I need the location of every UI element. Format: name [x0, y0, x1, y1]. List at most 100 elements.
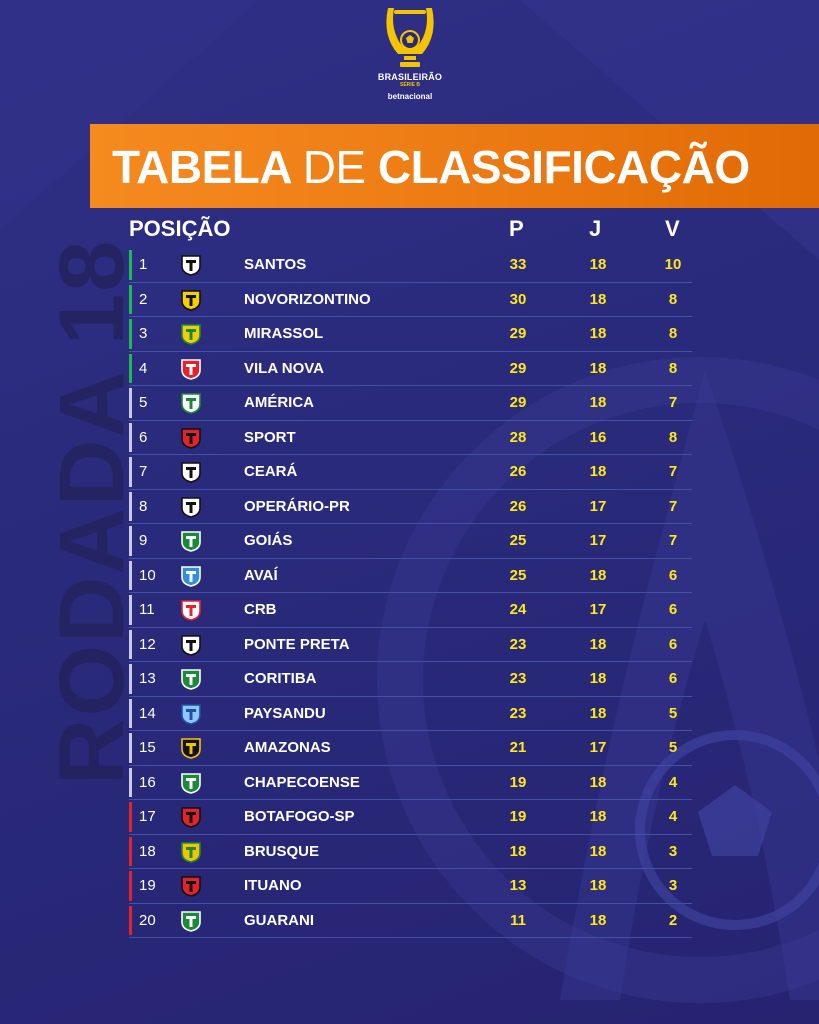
league-series: SÉRIE B	[399, 82, 420, 88]
table-row: 15 AMAZONAS 21 17 5	[129, 731, 692, 766]
team-wins: 8	[668, 325, 678, 342]
coritiba-crest-icon	[181, 669, 201, 690]
team-points: 11	[510, 911, 526, 929]
table-row: 16 CHAPECOENSE 19 18 4	[129, 766, 692, 800]
zone-indicator	[129, 560, 132, 590]
team-name: GOIÁS	[244, 532, 293, 549]
team-wins: 5	[668, 704, 678, 722]
team-games: 18	[589, 325, 607, 342]
column-header-games: J	[589, 216, 602, 241]
crb-crest-icon	[181, 600, 201, 621]
team-name: BRUSQUE	[244, 842, 320, 860]
santos-crest-icon	[181, 255, 201, 276]
team-name: CRB	[244, 601, 277, 618]
team-wins: 6	[668, 601, 678, 618]
zone-indicator	[129, 802, 132, 832]
team-wins: 3	[668, 842, 678, 860]
row-position: 7	[139, 463, 148, 480]
team-wins: 8	[668, 290, 678, 308]
chapecoense-crest-icon	[181, 772, 201, 794]
table-row: 19 ITUANO 13 18 3	[129, 869, 692, 904]
team-games: 18	[589, 704, 607, 722]
zone-indicator	[129, 388, 132, 418]
team-games: 17	[589, 497, 607, 515]
team-games: 18	[589, 463, 607, 480]
team-games: 18	[589, 256, 607, 273]
team-wins: 8	[668, 359, 678, 377]
operario-pr-crest-icon	[181, 496, 201, 518]
team-points: 23	[509, 704, 527, 722]
team-wins: 7	[668, 532, 678, 549]
row-position: 4	[139, 359, 148, 377]
team-wins: 6	[668, 670, 678, 687]
row-position: 20	[139, 911, 156, 929]
zone-indicator	[129, 491, 132, 521]
page-title: TABELA DE CLASSIFICAÇÃO	[112, 140, 750, 194]
amazonas-crest-icon	[181, 738, 201, 759]
team-name: CORITIBA	[244, 670, 317, 687]
team-games: 18	[589, 635, 607, 653]
goias-crest-icon	[181, 531, 201, 552]
team-wins: 4	[668, 773, 678, 791]
team-name: PAYSANDU	[244, 704, 326, 722]
zone-indicator	[129, 319, 132, 349]
team-name: CEARÁ	[244, 463, 298, 480]
team-wins: 10	[664, 256, 682, 273]
team-games: 18	[589, 290, 607, 308]
row-position: 9	[139, 532, 148, 549]
table-row: 1 SANTOS 33 18 10	[129, 248, 692, 283]
team-wins: 3	[668, 877, 678, 894]
row-position: 16	[139, 773, 156, 791]
round-label: RODADA 18	[41, 238, 143, 785]
team-name: SANTOS	[244, 256, 307, 273]
table-row: 9 GOIÁS 25 17 7	[129, 524, 692, 559]
vila-nova-crest-icon	[181, 358, 201, 380]
zone-indicator	[129, 629, 132, 659]
table-row: 6 SPORT 28 16 8	[129, 421, 692, 455]
team-wins: 6	[668, 635, 678, 653]
team-name: MIRASSOL	[244, 325, 324, 342]
league-logo: BRASILEIRÃO SÉRIE B betnacional	[378, 6, 442, 102]
sport-crest-icon	[181, 427, 201, 449]
team-name: AMÉRICA	[244, 394, 314, 411]
team-games: 17	[589, 532, 607, 549]
team-games: 18	[589, 359, 607, 377]
team-points: 23	[509, 670, 527, 687]
title-word-2: DE	[302, 141, 366, 193]
team-name: ITUANO	[244, 877, 302, 894]
team-points: 13	[509, 877, 527, 894]
table-row: 17 BOTAFOGO-SP 19 18 4	[129, 800, 692, 835]
mirassol-crest-icon	[181, 324, 201, 345]
team-wins: 7	[668, 497, 678, 515]
table-row: 10 AVAÍ 25 18 6	[129, 559, 692, 593]
row-position: 12	[139, 635, 156, 653]
zone-indicator	[129, 905, 132, 935]
column-header-points: P	[509, 216, 524, 241]
team-name: AMAZONAS	[244, 739, 331, 756]
zone-indicator	[129, 664, 132, 694]
ponte-preta-crest-icon	[181, 634, 201, 656]
team-points: 29	[509, 394, 527, 411]
team-points: 25	[509, 532, 527, 549]
zone-indicator	[129, 284, 132, 314]
team-points: 29	[509, 325, 527, 342]
team-wins: 2	[668, 911, 678, 929]
zone-indicator	[129, 698, 132, 728]
column-header-position: POSIÇÃO	[129, 216, 231, 241]
column-header-wins: V	[665, 216, 680, 241]
league-name: BRASILEIRÃO	[377, 72, 443, 82]
table-row: 18 BRUSQUE 18 18 3	[129, 835, 692, 869]
row-position: 3	[139, 325, 148, 342]
row-position: 2	[139, 290, 148, 308]
team-points: 19	[509, 773, 527, 791]
zone-indicator	[129, 767, 132, 797]
table-row: 3 MIRASSOL 29 18 8	[129, 317, 692, 352]
row-position: 10	[139, 566, 156, 584]
team-points: 29	[509, 359, 527, 377]
avai-crest-icon	[181, 565, 201, 587]
row-position: 13	[139, 670, 156, 687]
team-points: 33	[509, 256, 527, 273]
team-games: 18	[589, 670, 607, 687]
table-row: 5 AMÉRICA 29 18 7	[129, 386, 692, 421]
team-points: 18	[509, 842, 527, 860]
